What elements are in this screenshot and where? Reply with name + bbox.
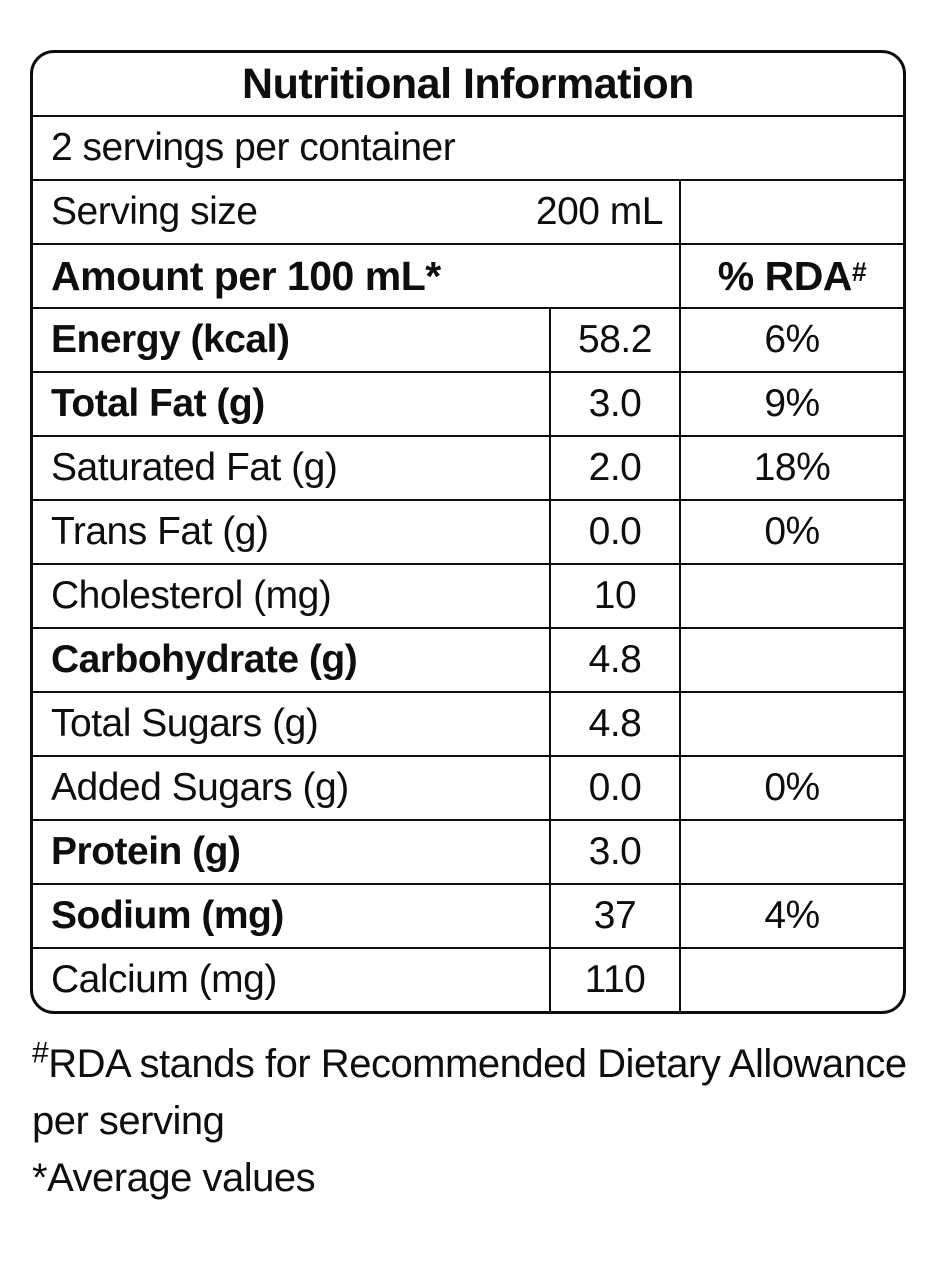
nutrient-label: Saturated Fat (g)	[51, 446, 338, 489]
nutrient-rda	[679, 629, 903, 691]
amount-header-label: Amount per 100 mL	[51, 252, 426, 299]
nutrient-amount: 0.0	[549, 501, 679, 563]
amount-header-asterisk: *	[425, 252, 441, 299]
nutrient-amount: 110	[549, 949, 679, 1011]
table-title: Nutritional Information	[242, 59, 694, 108]
nutrient-rda	[679, 565, 903, 627]
nutrient-amount: 0.0	[549, 757, 679, 819]
nutrient-label: Carbohydrate (g)	[51, 638, 358, 681]
rda-footnote-text: RDA stands for Recommended Dietary Allow…	[32, 1042, 907, 1143]
nutrient-rda	[679, 821, 903, 883]
nutrient-rda	[679, 949, 903, 1011]
nutrient-row: Saturated Fat (g) 2.0 18%	[33, 437, 903, 501]
average-values-footnote: *Average values	[32, 1150, 908, 1207]
nutrient-label: Sodium (mg)	[51, 894, 284, 937]
nutrient-row: Carbohydrate (g) 4.8	[33, 629, 903, 693]
nutrient-amount: 3.0	[549, 373, 679, 435]
nutrient-label: Added Sugars (g)	[51, 766, 349, 809]
nutrient-rda: 6%	[679, 309, 903, 371]
nutrient-amount: 58.2	[549, 309, 679, 371]
nutrient-rda: 0%	[679, 501, 903, 563]
nutrient-rda: 0%	[679, 757, 903, 819]
serving-size-cell: Serving size 200 mL	[33, 181, 679, 243]
nutrient-label: Total Fat (g)	[51, 382, 265, 425]
nutrient-row: Added Sugars (g) 0.0 0%	[33, 757, 903, 821]
rda-footnote: #RDA stands for Recommended Dietary Allo…	[32, 1036, 908, 1150]
nutrient-amount: 4.8	[549, 693, 679, 755]
nutrient-amount: 10	[549, 565, 679, 627]
nutrient-row: Energy (kcal) 58.2 6%	[33, 309, 903, 373]
nutrient-row: Total Fat (g) 3.0 9%	[33, 373, 903, 437]
rda-column-header: % RDA #	[679, 245, 903, 307]
nutrient-rows: Energy (kcal) 58.2 6% Total Fat (g) 3.0 9% Sat…	[33, 309, 903, 1011]
nutrient-label: Cholesterol (mg)	[51, 574, 332, 617]
servings-per-container: 2 servings per container	[51, 126, 456, 169]
nutrient-row: Total Sugars (g) 4.8	[33, 693, 903, 757]
amount-per-100ml-header: Amount per 100 mL *	[33, 245, 679, 307]
nutrient-label: Energy (kcal)	[51, 318, 290, 361]
nutrient-amount: 4.8	[549, 629, 679, 691]
nutrient-row: Cholesterol (mg) 10	[33, 565, 903, 629]
nutrient-amount: 37	[549, 885, 679, 947]
servings-per-container-row: 2 servings per container	[33, 117, 903, 181]
nutrient-label: Calcium (mg)	[51, 958, 277, 1001]
rda-header-label: % RDA	[717, 252, 853, 299]
nutrient-row: Sodium (mg) 37 4%	[33, 885, 903, 949]
nutrient-amount: 2.0	[549, 437, 679, 499]
serving-size-row: Serving size 200 mL	[33, 181, 903, 245]
rda-footnote-hash: #	[32, 1036, 49, 1070]
serving-size-rda-empty-cell	[679, 181, 903, 243]
average-values-asterisk: *	[32, 1156, 48, 1200]
nutrient-label: Protein (g)	[51, 830, 241, 873]
nutrient-row: Calcium (mg) 110	[33, 949, 903, 1011]
nutrient-rda: 4%	[679, 885, 903, 947]
average-values-text: Average values	[47, 1156, 316, 1200]
nutrient-rda	[679, 693, 903, 755]
nutrient-row: Trans Fat (g) 0.0 0%	[33, 501, 903, 565]
nutrient-rda: 18%	[679, 437, 903, 499]
serving-size-label: Serving size	[51, 190, 258, 233]
nutrient-amount: 3.0	[549, 821, 679, 883]
nutrition-facts-table: Nutritional Information 2 servings per c…	[30, 50, 906, 1014]
nutrient-label: Trans Fat (g)	[51, 510, 269, 553]
nutrient-row: Protein (g) 3.0	[33, 821, 903, 885]
column-header-row: Amount per 100 mL * % RDA #	[33, 245, 903, 309]
footnotes: #RDA stands for Recommended Dietary Allo…	[32, 1036, 908, 1207]
serving-size-value: 200 mL	[535, 190, 664, 233]
nutrient-rda: 9%	[679, 373, 903, 435]
table-title-row: Nutritional Information	[33, 53, 903, 117]
nutrient-label: Total Sugars (g)	[51, 702, 319, 745]
